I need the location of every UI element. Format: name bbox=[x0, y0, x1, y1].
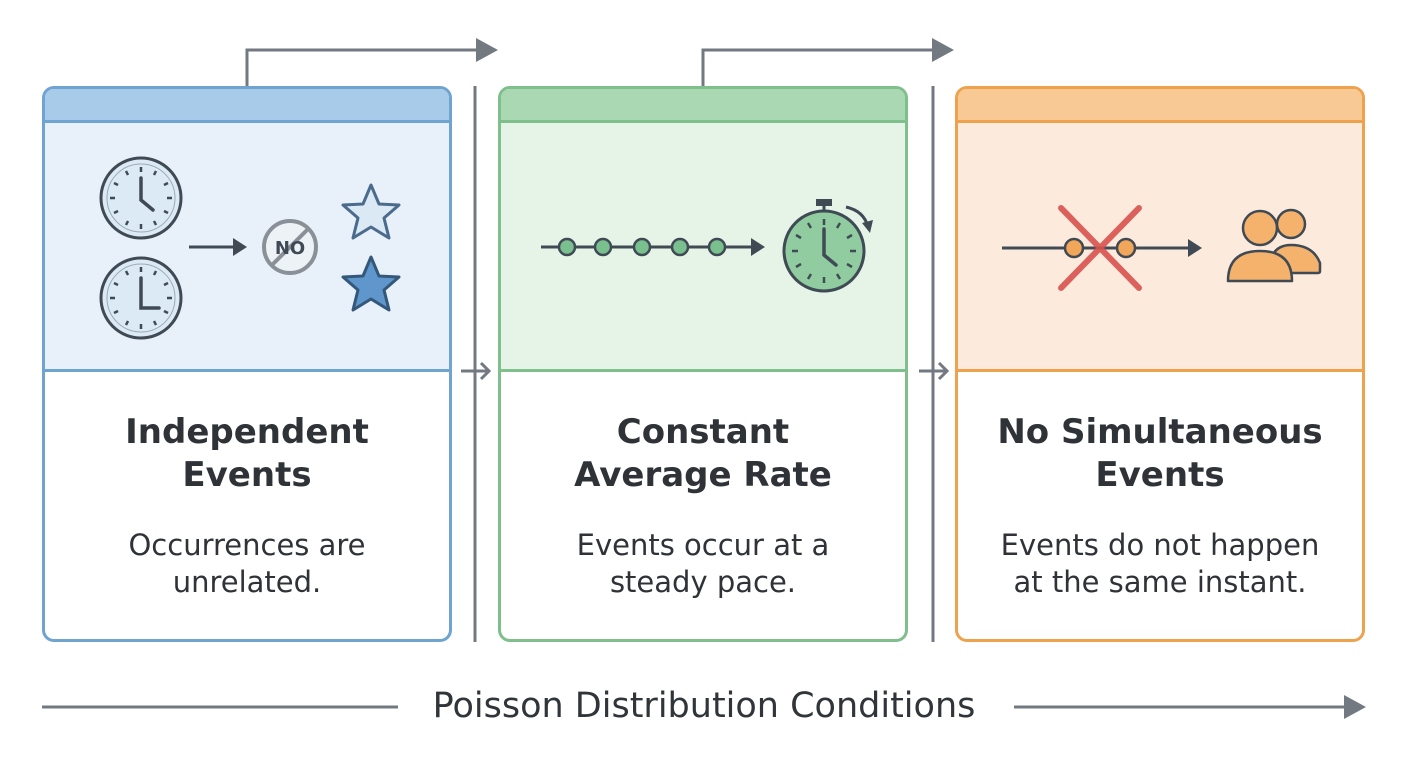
card-no-simultaneous-events: No Simultaneous Events Events do not hap… bbox=[955, 86, 1365, 642]
chevron-right-icon bbox=[919, 361, 950, 381]
arrow-head-icon bbox=[476, 38, 498, 62]
clock-icon bbox=[99, 256, 183, 340]
no-label: NO bbox=[275, 238, 305, 259]
arrow-head-icon bbox=[1344, 695, 1366, 719]
card-title: No Simultaneous Events bbox=[997, 412, 1323, 495]
card-header-band bbox=[501, 89, 905, 123]
evenly-spaced-events-timeline-icon bbox=[541, 237, 765, 257]
card-illustration bbox=[958, 123, 1362, 372]
star-outline-icon bbox=[341, 183, 401, 240]
card-description: Events occur at a steady pace. bbox=[576, 528, 830, 599]
star-filled-icon bbox=[341, 255, 401, 312]
card-illustration: NO bbox=[45, 123, 449, 372]
chevron-right-icon bbox=[461, 361, 492, 381]
clock-icon bbox=[99, 156, 183, 240]
card-illustration bbox=[501, 123, 905, 372]
card-constant-average-rate: Constant Average Rate Events occur at a … bbox=[498, 86, 908, 642]
top-connector-2 bbox=[701, 48, 944, 86]
no-sign-icon: NO bbox=[262, 219, 318, 275]
card-independent-events: NO Independent Events Occurrences are un… bbox=[42, 86, 452, 642]
card-title: Independent Events bbox=[125, 412, 369, 495]
card-description: Events do not happen at the same instant… bbox=[1000, 528, 1320, 599]
people-icon bbox=[1226, 208, 1322, 283]
footer-title: Poisson Distribution Conditions bbox=[432, 686, 976, 726]
card-header-band bbox=[45, 89, 449, 123]
arrow-head-icon bbox=[932, 38, 954, 62]
red-x-icon bbox=[1058, 205, 1142, 291]
top-connector-1 bbox=[245, 48, 488, 86]
card-title: Constant Average Rate bbox=[574, 412, 832, 495]
card-description: Occurrences are unrelated. bbox=[128, 528, 366, 599]
card-header-band bbox=[958, 89, 1362, 123]
stopwatch-icon bbox=[782, 199, 873, 293]
